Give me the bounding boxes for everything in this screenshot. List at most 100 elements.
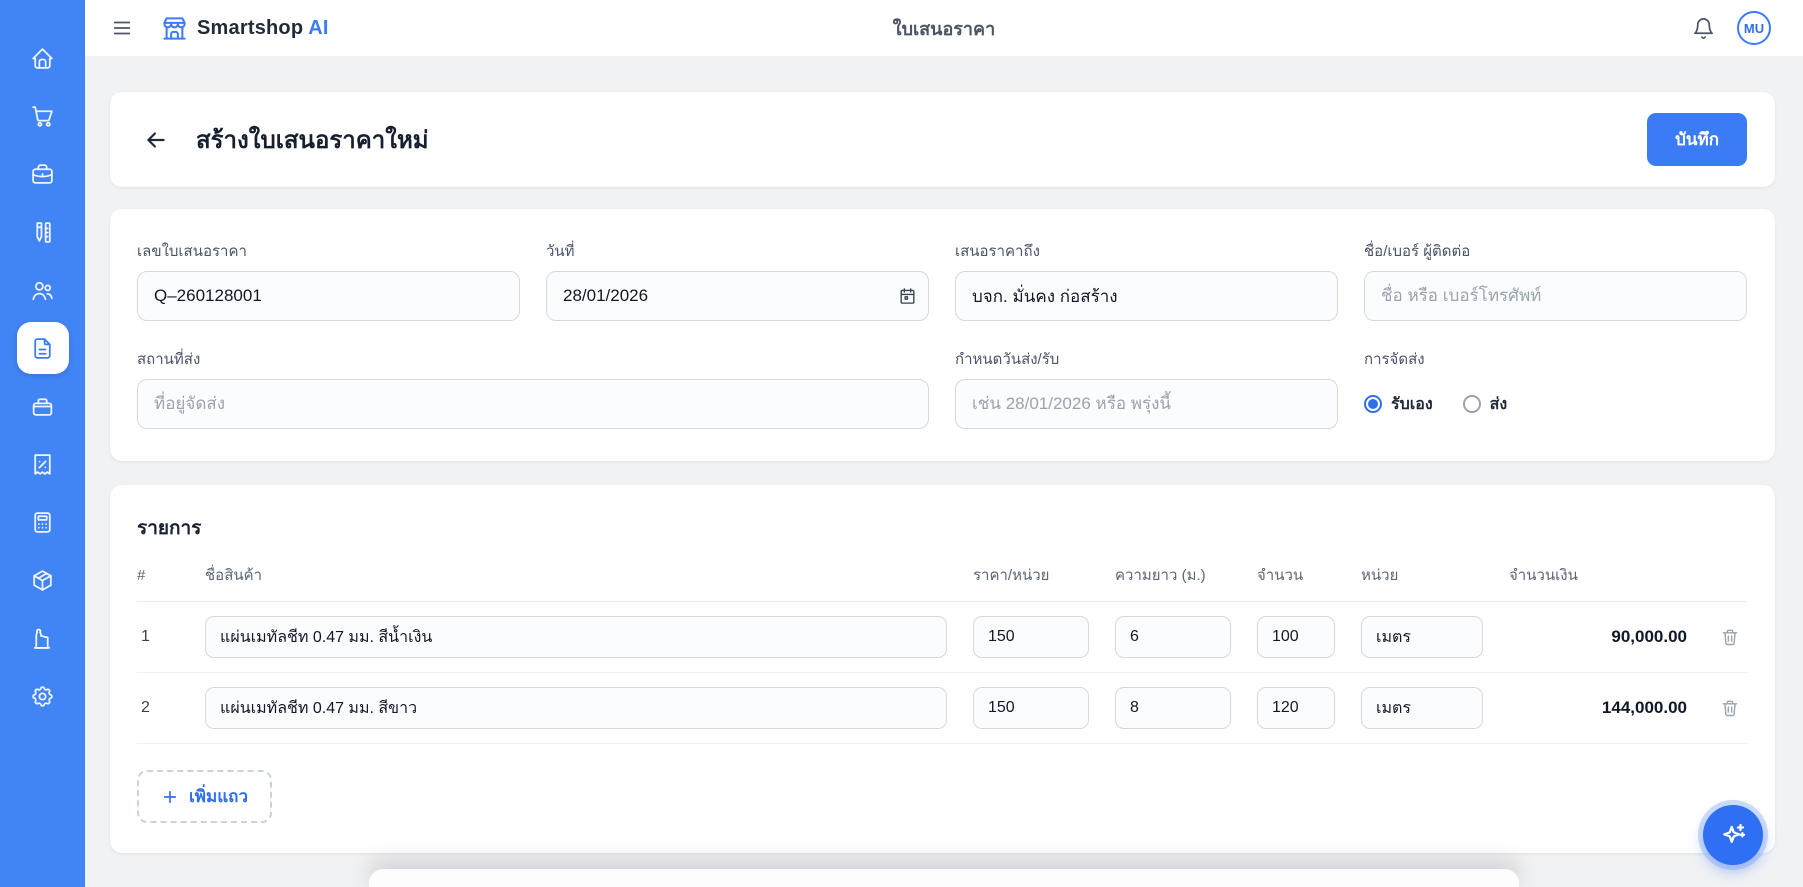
col-header-length: ความยาว (ม.) — [1115, 567, 1206, 584]
date-input[interactable] — [546, 271, 929, 321]
items-section-title: รายการ — [137, 518, 202, 539]
quote-info-card: เลขใบเสนอราคา วันที่ — [110, 209, 1775, 461]
arrow-left-icon — [147, 131, 165, 148]
col-header-amount: จำนวนเงิน — [1509, 567, 1578, 584]
quantity-input[interactable] — [1257, 687, 1335, 729]
gear-icon — [32, 685, 53, 707]
sidebar-item-customers[interactable] — [17, 264, 69, 316]
quote-number-field-group: เลขใบเสนอราคา — [137, 239, 520, 321]
hamburger-icon — [113, 21, 131, 35]
calculator-icon — [34, 511, 51, 533]
main-area: Smartshop AI ใบเสนอราคา MU สร้างใบเสนอรา… — [85, 0, 1803, 887]
delivery-place-label: สถานที่ส่ง — [137, 351, 201, 368]
bell-icon — [1694, 17, 1713, 39]
page-context-title: ใบเสนอราคา — [892, 18, 996, 39]
delete-row-button[interactable] — [1713, 698, 1747, 718]
unit-input[interactable] — [1361, 616, 1483, 658]
date-field-group: วันที่ — [546, 239, 929, 321]
page-header-card: สร้างใบเสนอราคาใหม่ บันทึก — [110, 92, 1775, 187]
quote-number-label: เลขใบเสนอราคา — [137, 243, 247, 260]
row-index: 2 — [141, 699, 150, 716]
length-input[interactable] — [1115, 687, 1231, 729]
shipping-label: การจัดส่ง — [1364, 351, 1425, 368]
contact-field-group: ชื่อ/เบอร์ ผู้ติดต่อ — [1364, 239, 1747, 321]
delivery-place-field-group: สถานที่ส่ง — [137, 347, 929, 429]
sidebar-item-quotations[interactable] — [16, 322, 69, 374]
items-table-header: # ชื่อสินค้า ราคา/หน่วย ความยาว (ม.) จำน… — [137, 563, 1747, 602]
table-row: 2 144,000.00 — [137, 673, 1747, 744]
product-name-input[interactable] — [205, 616, 947, 658]
length-input[interactable] — [1115, 616, 1231, 658]
storefront-icon — [163, 16, 186, 40]
menu-toggle-button[interactable] — [111, 15, 137, 41]
calendar-icon[interactable] — [898, 287, 917, 306]
price-input[interactable] — [973, 616, 1089, 658]
sidebar-item-measure[interactable] — [17, 206, 69, 258]
col-header-unit: หน่วย — [1361, 567, 1399, 584]
plus-icon — [163, 790, 177, 803]
col-header-qty: จำนวน — [1257, 567, 1304, 584]
quote-to-label: เสนอราคาถึง — [955, 243, 1040, 260]
receipt-percent-icon — [34, 453, 51, 475]
quote-number-input[interactable] — [137, 271, 520, 321]
date-label: วันที่ — [546, 243, 575, 260]
col-header-price: ราคา/หน่วย — [973, 567, 1050, 584]
delivery-date-input[interactable] — [955, 379, 1338, 429]
sidebar-item-billing[interactable] — [17, 438, 69, 490]
sidebar-item-production[interactable] — [17, 612, 69, 664]
home-icon — [32, 47, 53, 69]
sparkle-icon — [1723, 823, 1746, 843]
radio-selected-icon — [1364, 395, 1382, 413]
sidebar-item-products[interactable] — [17, 554, 69, 606]
trash-icon — [1722, 700, 1738, 717]
notifications-button[interactable] — [1692, 17, 1715, 40]
avatar[interactable]: MU — [1737, 11, 1771, 45]
save-button[interactable]: บันทึก — [1647, 113, 1747, 166]
app-logo[interactable]: Smartshop AI — [161, 15, 329, 42]
shipping-option-pickup[interactable]: รับเอง — [1364, 392, 1433, 417]
trash-icon — [1722, 629, 1738, 646]
package-icon — [33, 569, 52, 591]
sidebar-item-settings[interactable] — [17, 670, 69, 722]
document-icon — [34, 337, 51, 359]
delivery-place-input[interactable] — [137, 379, 929, 429]
price-input[interactable] — [973, 687, 1089, 729]
sidebar-item-sales[interactable] — [17, 90, 69, 142]
cart-icon — [32, 105, 53, 127]
delete-row-button[interactable] — [1713, 627, 1747, 647]
col-header-index: # — [137, 566, 146, 584]
shipping-field-group: การจัดส่ง รับเอง ส่ง — [1364, 347, 1747, 429]
contact-label: ชื่อ/เบอร์ ผู้ติดต่อ — [1364, 243, 1471, 260]
page-title: สร้างใบเสนอราคาใหม่ — [196, 127, 429, 154]
topbar-actions: MU — [1692, 11, 1771, 45]
factory-icon — [33, 628, 51, 649]
content-area: สร้างใบเสนอราคาใหม่ บันทึก เลขใบเสนอราคา… — [85, 56, 1803, 887]
ai-assistant-button[interactable] — [1703, 805, 1763, 865]
contact-input[interactable] — [1364, 271, 1747, 321]
next-card-edge — [369, 869, 1519, 887]
quantity-input[interactable] — [1257, 616, 1335, 658]
quote-to-input[interactable] — [955, 271, 1338, 321]
sidebar — [0, 0, 85, 887]
sidebar-item-inventory[interactable] — [17, 380, 69, 432]
row-index: 1 — [141, 628, 150, 645]
unit-input[interactable] — [1361, 687, 1483, 729]
briefcase-icon — [32, 163, 53, 184]
product-name-input[interactable] — [205, 687, 947, 729]
sidebar-item-jobs[interactable] — [17, 148, 69, 200]
line-items-card: รายการ # ชื่อสินค้า ราคา/หน่วย ความยาว (… — [110, 485, 1775, 853]
sidebar-item-home[interactable] — [17, 32, 69, 84]
sidebar-item-accounting[interactable] — [17, 496, 69, 548]
back-button[interactable] — [138, 122, 174, 158]
add-row-button[interactable]: เพิ่มแถว — [137, 770, 273, 823]
table-row: 1 90,000.00 — [137, 602, 1747, 673]
drawer-icon — [32, 397, 53, 416]
delivery-date-label: กำหนดวันส่ง/รับ — [955, 351, 1060, 368]
shipping-option-deliver[interactable]: ส่ง — [1462, 392, 1507, 417]
row-amount: 144,000.00 — [1601, 698, 1687, 717]
col-header-product: ชื่อสินค้า — [205, 567, 263, 584]
radio-unselected-icon — [1462, 395, 1481, 413]
delivery-date-field-group: กำหนดวันส่ง/รับ — [955, 347, 1338, 429]
users-icon — [32, 281, 53, 300]
